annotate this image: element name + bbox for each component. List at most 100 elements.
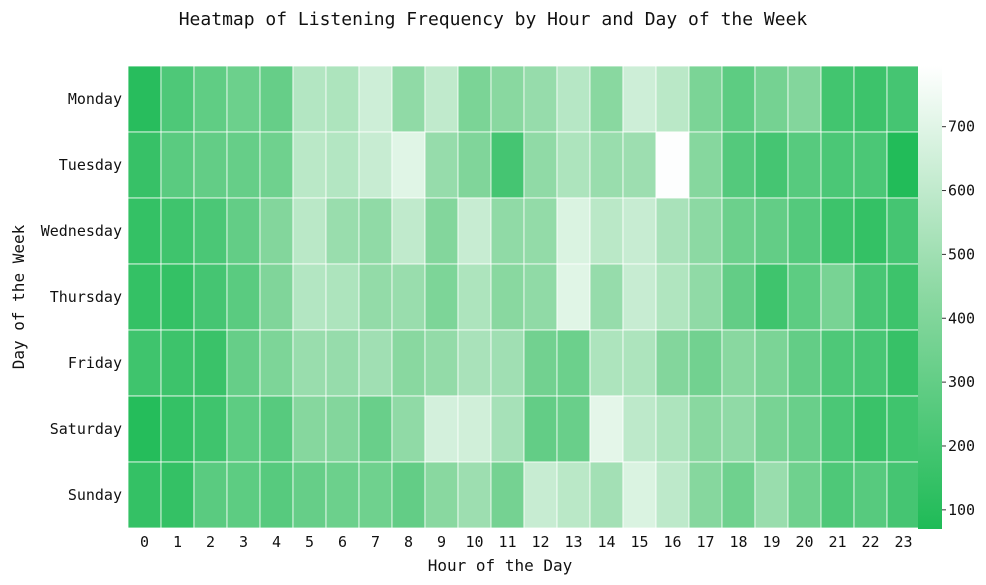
heatmap-cell [358,395,393,463]
heatmap-cell [424,263,459,331]
x-tick-label: 0 [140,533,149,551]
heatmap-cell [853,329,888,397]
x-tick-label: 6 [338,533,347,551]
heatmap-cell [457,395,492,463]
heatmap-cell [721,197,756,265]
x-tick-label: 8 [404,533,413,551]
heatmap-cell [853,395,888,463]
heatmap-cell [556,395,591,463]
x-tick-label: 14 [597,533,615,551]
heatmap-cell [391,461,426,529]
heatmap-cell [853,131,888,199]
x-tick-label: 9 [437,533,446,551]
x-tick-label: 10 [465,533,483,551]
heatmap-cell [226,197,261,265]
heatmap-cell [490,263,525,331]
x-tick-label: 19 [762,533,780,551]
x-tick-label: 18 [729,533,747,551]
heatmap-cell [886,329,921,397]
heatmap-cell [358,65,393,133]
heatmap-cell [523,461,558,529]
heatmap-cell [457,197,492,265]
heatmap-cell [820,329,855,397]
x-tick-label: 12 [531,533,549,551]
heatmap-cell [787,395,822,463]
heatmap-cell [589,395,624,463]
heatmap-cell [457,461,492,529]
heatmap-cell [622,395,657,463]
heatmap-cell [754,131,789,199]
heatmap-cell [787,461,822,529]
heatmap-cell [391,263,426,331]
heatmap-cell [259,395,294,463]
heatmap-cell [754,197,789,265]
heatmap-cell [622,461,657,529]
heatmap-cell [226,329,261,397]
heatmap-cell [292,131,327,199]
heatmap-cell [589,263,624,331]
heatmap-cell [292,329,327,397]
x-tick-label: 1 [173,533,182,551]
heatmap-cell [424,131,459,199]
heatmap-cell [259,197,294,265]
heatmap-cell [688,329,723,397]
heatmap-cell [655,329,690,397]
heatmap-cell [655,65,690,133]
heatmap-cell [358,197,393,265]
heatmap-cell [556,461,591,529]
heatmap-cell [424,197,459,265]
y-axis-label: Day of the Week [9,224,28,369]
heatmap-cell [688,263,723,331]
heatmap-cell [523,395,558,463]
heatmap-cell [490,197,525,265]
heatmap-cell [688,197,723,265]
heatmap-cell [226,461,261,529]
heatmap-cell [523,131,558,199]
colorbar-tick-labels: 100 200 300 400 500 600 700 [942,118,975,519]
x-tick-label: 3 [239,533,248,551]
colorbar-tick-label: 100 [948,501,975,519]
heatmap-cell [193,263,228,331]
heatmap-cell [721,263,756,331]
heatmap-cell [688,65,723,133]
heatmap-cell [886,263,921,331]
heatmap-cell [160,65,195,133]
y-tick-label: Tuesday [59,156,122,174]
heatmap-cell [325,65,360,133]
heatmap-cell [292,395,327,463]
heatmap-cell [259,461,294,529]
heatmap-cell [754,329,789,397]
heatmap-cell [127,329,162,397]
heatmap-cell [787,65,822,133]
heatmap-cell [226,395,261,463]
heatmap-cell [424,65,459,133]
heatmap-cell [391,131,426,199]
heatmap-cell [523,65,558,133]
colorbar-tick-label: 500 [948,245,975,263]
heatmap-cell [688,461,723,529]
x-tick-label: 16 [663,533,681,551]
heatmap-cell [787,263,822,331]
y-tick-label: Friday [68,354,122,372]
heatmap-cell [721,395,756,463]
heatmap-cell [721,65,756,133]
chart-title: Heatmap of Listening Frequency by Hour a… [179,9,808,30]
heatmap-cell [622,65,657,133]
x-tick-label: 4 [272,533,281,551]
colorbar-tick-label: 700 [948,118,975,136]
heatmap-cell [886,395,921,463]
heatmap-cell [127,263,162,331]
x-tick-label: 15 [630,533,648,551]
heatmap-cell [490,461,525,529]
heatmap-cell [853,65,888,133]
heatmap-cell [589,65,624,133]
heatmap-cell [193,131,228,199]
heatmap-cells [127,65,921,529]
heatmap-cell [820,65,855,133]
heatmap-cell [787,131,822,199]
heatmap-cell [655,461,690,529]
heatmap-cell [655,263,690,331]
colorbar-tick-label: 200 [948,437,975,455]
heatmap-cell [127,131,162,199]
heatmap-cell [490,65,525,133]
